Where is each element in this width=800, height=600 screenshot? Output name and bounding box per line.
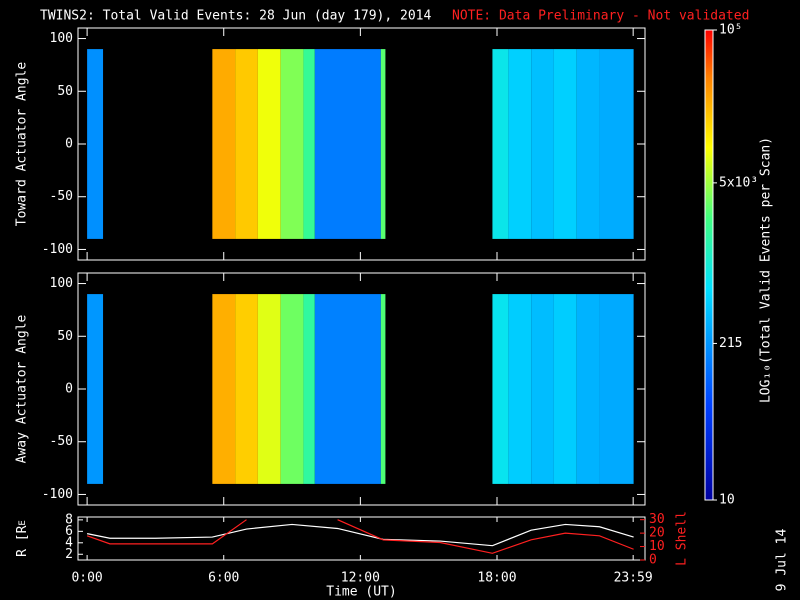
- x-tick-label: 0:00: [71, 571, 102, 586]
- heat-cell: [553, 49, 577, 239]
- heat-cell: [303, 294, 315, 484]
- x-tick-label: 23:59: [614, 571, 653, 586]
- heat-cell: [380, 49, 386, 239]
- heat-cell: [380, 294, 386, 484]
- heat-cell: [314, 294, 381, 484]
- heat-cell: [87, 49, 104, 239]
- heat-cell: [508, 49, 532, 239]
- y-tick-label: 0: [65, 137, 73, 152]
- heat-cell: [87, 294, 104, 484]
- y-tick-label: 100: [50, 276, 73, 291]
- heat-cell: [553, 294, 577, 484]
- y-axis-label-main: R [R: [15, 525, 30, 556]
- y2-tick-label: 0: [649, 553, 657, 568]
- heat-cell: [576, 49, 600, 239]
- plot-area: [86, 519, 634, 554]
- y-axis-label: R [RE: [15, 520, 30, 557]
- y-tick-label: 8: [65, 512, 73, 527]
- x-tick-label: 12:00: [341, 571, 380, 586]
- series-line: [86, 523, 634, 547]
- x-axis-label: Time (UT): [326, 585, 396, 600]
- heat-cell: [508, 294, 532, 484]
- y-tick-label: -50: [50, 189, 73, 204]
- heat-cell: [303, 49, 315, 239]
- chart-title: TWINS2: Total Valid Events: 28 Jun (day …: [40, 9, 432, 24]
- y-tick-label: 6: [65, 524, 73, 539]
- colorbar: [704, 29, 714, 501]
- y-axis-label: Toward Actuator Angle: [15, 62, 30, 227]
- y-axis-label-sub: E: [18, 520, 28, 525]
- colorbar-tick-label: 215: [719, 336, 742, 351]
- y2-tick-label: 30: [649, 512, 665, 527]
- y2-tick-label: 10: [649, 539, 665, 554]
- note: NOTE: Data Preliminary - Not validated: [452, 9, 749, 24]
- heat-cell: [235, 49, 258, 239]
- y-tick-label: 50: [57, 329, 73, 344]
- heat-cell: [599, 49, 634, 239]
- y2-axis-label: L Shell: [675, 511, 690, 566]
- y2-tick-label: 20: [649, 526, 665, 541]
- colorbar-label: LOG₁₀(Total Valid Events per Scan): [759, 137, 774, 403]
- colorbar-tick-label: 10⁵: [719, 23, 742, 38]
- heat-cell: [212, 49, 236, 239]
- frame: [77, 516, 646, 561]
- heat-cell: [492, 294, 509, 484]
- heat-cell: [280, 294, 304, 484]
- y-tick-label: 0: [65, 382, 73, 397]
- y-tick-label: 4: [65, 535, 73, 550]
- heat-cell: [599, 294, 634, 484]
- heat-cell: [492, 49, 509, 239]
- colorbar-tick-label: 5x10³: [719, 175, 758, 190]
- y-tick-label: 2: [65, 547, 73, 562]
- y-axis-label: Away Actuator Angle: [15, 314, 30, 463]
- heat-cell: [212, 294, 236, 484]
- y-tick-label: -50: [50, 434, 73, 449]
- heat-cell: [257, 294, 281, 484]
- y-tick-label: 50: [57, 84, 73, 99]
- y-tick-label: -100: [42, 487, 73, 502]
- date-stamp: 9 Jul 14: [775, 529, 790, 592]
- x-tick-label: 6:00: [208, 571, 239, 586]
- heat-cell: [257, 49, 281, 239]
- series-line: [86, 519, 634, 554]
- heat-cell: [280, 49, 304, 239]
- colorbar-tick-label: 10: [719, 493, 735, 508]
- y-tick-label: -100: [42, 242, 73, 257]
- heat-cell: [576, 294, 600, 484]
- x-tick-label: 18:00: [477, 571, 516, 586]
- y-tick-label: 100: [50, 31, 73, 46]
- heat-cell: [235, 294, 258, 484]
- heat-cell: [531, 49, 554, 239]
- heat-cell: [314, 49, 381, 239]
- heat-cell: [531, 294, 554, 484]
